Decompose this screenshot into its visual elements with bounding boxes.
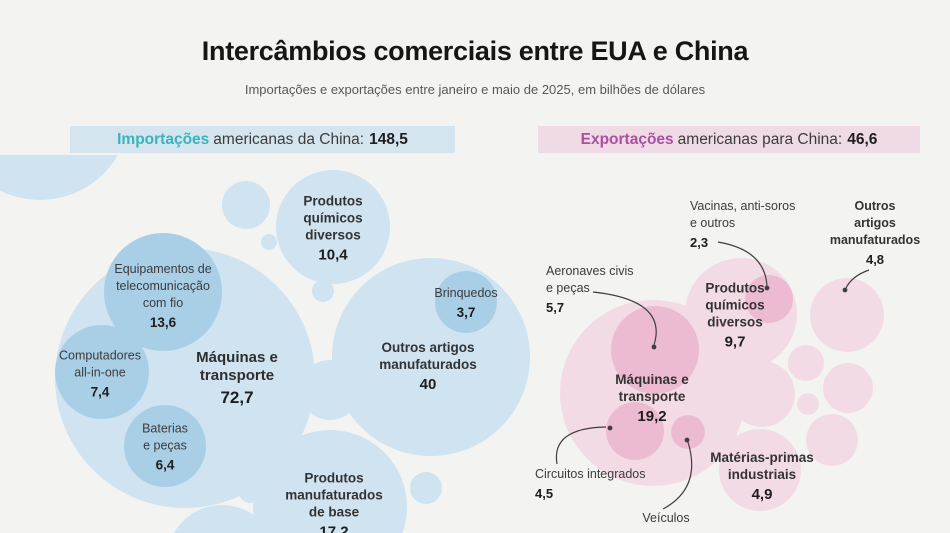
bubble-decorative: [312, 280, 334, 302]
legend-imports-pill: Importações americanas da China: 148,5: [70, 126, 455, 153]
bubble-maquinas-transporte-imports-label: Máquinas e transporte 72,7: [196, 349, 278, 407]
bubble-plot: Máquinas e transporte 72,7 Outros artigos ma…: [0, 155, 950, 533]
bubble-outros-artigos-imports-label: Outros artigos manufaturados 40: [379, 340, 477, 393]
annotation-outros-artigos: Outros artigos manufaturados 4,8: [829, 199, 921, 267]
legend-imports-value: 148,5: [369, 130, 408, 148]
bubble-computadores-all-in-one: [55, 325, 149, 419]
legend-imports-accent: Importações: [117, 130, 210, 148]
bubble-decorative-corner: [0, 155, 130, 200]
legend-imports-text: americanas da China:: [213, 130, 365, 148]
bubble-equipamentos-telecomunicacao-label: Equipamentos de telecomunicação com fio 13,…: [114, 262, 212, 330]
bubble-materias-primas: [719, 429, 801, 511]
bubble-decorative: [719, 424, 737, 442]
legend-exports-text: americanas para China:: [677, 130, 843, 148]
annotation-circuitos: Circuitos integrados 4,5: [535, 467, 646, 501]
bubble-baterias-pecas-label: Baterias e peças 6,4: [142, 421, 188, 473]
bubble-decorative: [261, 234, 277, 250]
bubble-maquinas-transporte-exports-label: Máquinas e transporte 19,2: [615, 372, 689, 425]
page-title: Intercâmbios comerciais entre EUA e Chin…: [201, 36, 749, 66]
bubble-produtos-quimicos-imports-label: Produtos químicos diversos 10,4: [303, 193, 363, 264]
bubble-decorative: [410, 472, 442, 504]
bubble-produtos-quimicos-exports-label: Produtos químicos diversos 9,7: [705, 280, 765, 351]
bubble-outros-artigos-imports: [332, 258, 530, 456]
bubble-decorative: [239, 481, 261, 503]
annotation-aeronaves: Aeronaves civis e peças 5,7: [546, 264, 634, 315]
bubble-decorative: [797, 393, 819, 415]
bubble-decorative: [806, 414, 858, 466]
bubble-brinquedos-label: Brinquedos 3,7: [434, 286, 498, 320]
legend-exports-pill: Exportações americanas para China: 46,6: [538, 126, 920, 153]
legend-exports-accent: Exportações: [580, 130, 674, 148]
page-subtitle: Importações e exportações entre janeiro …: [244, 82, 706, 97]
annotation-veiculos: Veículos: [642, 511, 690, 525]
bubble-outros-artigos-exports: [810, 278, 884, 352]
legend-exports-value: 46,6: [847, 130, 878, 148]
bubble-materias-primas-label: Matérias-primas industriais 4,9: [710, 450, 814, 503]
bubble-decorative: [729, 361, 795, 427]
bubble-circuitos-integrados: [606, 402, 664, 460]
bubble-decorative: [823, 363, 873, 413]
bubble-baterias-pecas: [124, 405, 206, 487]
annotation-vacinas: Vacinas, anti-soros e outros 2,3: [690, 199, 796, 250]
bubble-produtos-manufaturados-base-label: Produtos manufaturados de base 17,2: [285, 470, 383, 533]
bubble-computadores-all-in-one-label: Computadores all-in-one 7,4: [59, 348, 141, 400]
bubble-brinquedos: [435, 271, 497, 333]
bubble-produtos-quimicos-imports: [276, 170, 390, 284]
bubble-decorative: [788, 345, 824, 381]
bubble-decorative: [222, 181, 270, 229]
